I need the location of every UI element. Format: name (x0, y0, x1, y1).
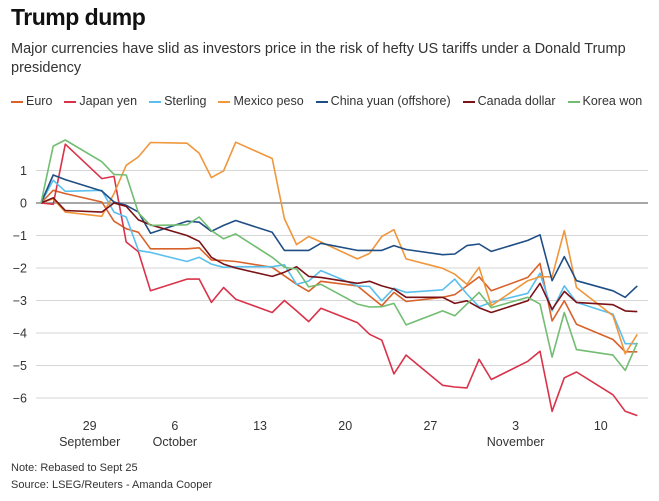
chart-title: Trump dump (11, 4, 146, 30)
series-line-sterling (40, 179, 638, 345)
x-tick-label: 3 (512, 419, 519, 433)
chart-source: Source: LSEG/Reuters - Amanda Cooper (11, 479, 213, 491)
x-month-label: November (487, 435, 545, 449)
legend-swatch (567, 100, 580, 103)
x-month-label: October (153, 435, 197, 449)
legend-swatch (218, 100, 231, 103)
legend: Euro Japan yen Sterling Mexico peso China yu… (11, 92, 651, 111)
y-tick-label: 0 (20, 197, 27, 211)
y-tick-label: −6 (13, 392, 27, 406)
y-tick-label: −5 (13, 359, 27, 373)
y-tick-label: −1 (13, 229, 27, 243)
legend-swatch (64, 100, 77, 103)
legend-label: Sterling (164, 94, 207, 108)
legend-swatch (462, 100, 475, 103)
legend-item: Euro (11, 92, 52, 111)
series-line-korea-won (40, 139, 639, 372)
y-tick-label: −2 (13, 262, 27, 276)
legend-label: Mexico peso (233, 94, 304, 108)
legend-label: Canada dollar (477, 94, 556, 108)
legend-item: China yuan (offshore) (315, 92, 451, 111)
y-tick-label: −4 (13, 327, 27, 341)
series-line-euro (40, 189, 638, 353)
legend-swatch (149, 100, 162, 103)
series-line-canada-dollar (40, 197, 638, 314)
y-tick-label: 1 (20, 164, 27, 178)
x-tick-label: 6 (171, 419, 178, 433)
series-line-japan-yen (40, 143, 638, 417)
legend-swatch (315, 100, 328, 103)
legend-item: Mexico peso (218, 92, 304, 111)
legend-label: Japan yen (79, 94, 138, 108)
y-tick-label: −3 (13, 294, 27, 308)
series-line-china-yuan-offshore (40, 174, 638, 299)
legend-label: Korea won (582, 94, 643, 108)
x-tick-label: 13 (253, 419, 267, 433)
x-tick-label: 10 (594, 419, 608, 433)
legend-item: Japan yen (64, 92, 137, 111)
legend-item: Korea won (567, 92, 643, 111)
legend-swatch (11, 100, 23, 103)
chart-note: Note: Rebased to Sept 25 (11, 462, 138, 474)
x-tick-label: 29 (83, 419, 97, 433)
x-month-label: September (59, 435, 120, 449)
legend-label: China yuan (offshore) (330, 94, 451, 108)
legend-item: Canada dollar (462, 92, 556, 111)
chart-subtitle: Major currencies have slid as investors … (11, 41, 626, 76)
legend-item: Sterling (149, 92, 206, 111)
x-tick-label: 20 (338, 419, 352, 433)
legend-label: Euro (26, 94, 53, 108)
x-tick-label: 27 (423, 419, 437, 433)
series-line-mexico-peso (40, 141, 638, 355)
